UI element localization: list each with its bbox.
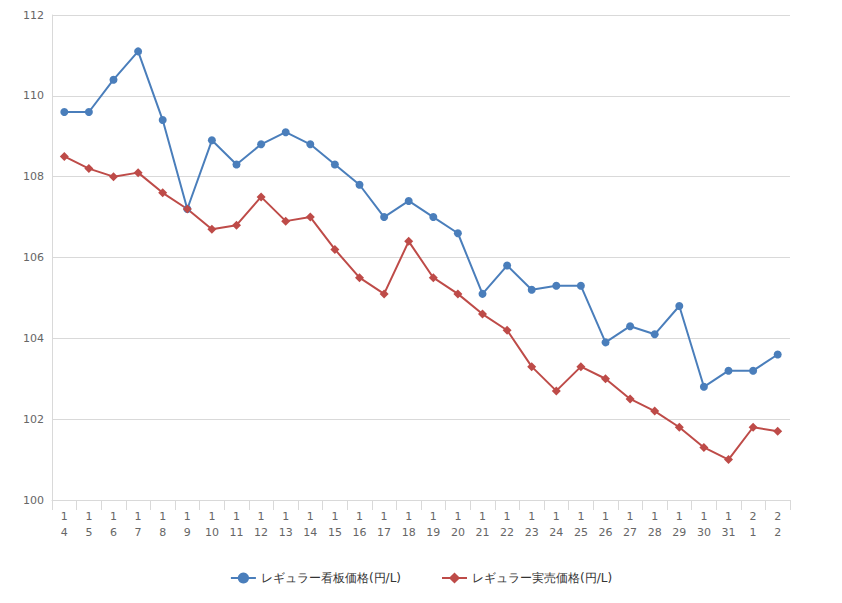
svg-text:27: 27 bbox=[623, 526, 637, 539]
svg-text:2: 2 bbox=[774, 510, 781, 523]
svg-text:19: 19 bbox=[426, 526, 440, 539]
svg-text:26: 26 bbox=[599, 526, 613, 539]
svg-text:1: 1 bbox=[85, 510, 92, 523]
svg-text:1: 1 bbox=[184, 510, 191, 523]
svg-text:13: 13 bbox=[279, 526, 293, 539]
svg-text:1: 1 bbox=[159, 510, 166, 523]
svg-text:104: 104 bbox=[23, 332, 44, 345]
svg-text:29: 29 bbox=[672, 526, 686, 539]
svg-text:100: 100 bbox=[23, 494, 44, 507]
svg-text:1: 1 bbox=[504, 510, 511, 523]
svg-text:レギュラー実売価格(円/L): レギュラー実売価格(円/L) bbox=[472, 571, 612, 585]
svg-text:1: 1 bbox=[135, 510, 142, 523]
svg-text:14: 14 bbox=[303, 526, 317, 539]
svg-text:1: 1 bbox=[208, 510, 215, 523]
svg-text:28: 28 bbox=[648, 526, 662, 539]
svg-text:18: 18 bbox=[402, 526, 416, 539]
svg-text:22: 22 bbox=[500, 526, 514, 539]
svg-text:102: 102 bbox=[23, 413, 44, 426]
svg-text:1: 1 bbox=[258, 510, 265, 523]
svg-text:12: 12 bbox=[254, 526, 268, 539]
svg-text:15: 15 bbox=[328, 526, 342, 539]
svg-text:1: 1 bbox=[430, 510, 437, 523]
svg-text:1: 1 bbox=[61, 510, 68, 523]
svg-text:20: 20 bbox=[451, 526, 465, 539]
svg-text:1: 1 bbox=[381, 510, 388, 523]
svg-text:1: 1 bbox=[454, 510, 461, 523]
svg-text:1: 1 bbox=[725, 510, 732, 523]
svg-text:1: 1 bbox=[528, 510, 535, 523]
svg-text:1: 1 bbox=[110, 510, 117, 523]
svg-text:9: 9 bbox=[184, 526, 191, 539]
svg-text:1: 1 bbox=[405, 510, 412, 523]
svg-text:7: 7 bbox=[135, 526, 142, 539]
svg-text:1: 1 bbox=[627, 510, 634, 523]
svg-text:10: 10 bbox=[205, 526, 219, 539]
svg-text:30: 30 bbox=[697, 526, 711, 539]
svg-text:8: 8 bbox=[159, 526, 166, 539]
svg-text:108: 108 bbox=[23, 170, 44, 183]
svg-text:1: 1 bbox=[577, 510, 584, 523]
svg-text:25: 25 bbox=[574, 526, 588, 539]
svg-text:レギュラー看板価格(円/L): レギュラー看板価格(円/L) bbox=[261, 571, 401, 585]
svg-text:6: 6 bbox=[110, 526, 117, 539]
svg-text:1: 1 bbox=[307, 510, 314, 523]
svg-text:16: 16 bbox=[353, 526, 367, 539]
svg-text:1: 1 bbox=[553, 510, 560, 523]
svg-text:21: 21 bbox=[476, 526, 490, 539]
svg-text:24: 24 bbox=[549, 526, 563, 539]
svg-text:1: 1 bbox=[676, 510, 683, 523]
svg-text:11: 11 bbox=[230, 526, 244, 539]
svg-text:17: 17 bbox=[377, 526, 391, 539]
svg-text:23: 23 bbox=[525, 526, 539, 539]
svg-text:1: 1 bbox=[356, 510, 363, 523]
svg-text:2: 2 bbox=[750, 510, 757, 523]
svg-text:1: 1 bbox=[700, 510, 707, 523]
svg-text:110: 110 bbox=[23, 89, 44, 102]
svg-text:106: 106 bbox=[23, 251, 44, 264]
svg-text:1: 1 bbox=[602, 510, 609, 523]
svg-text:1: 1 bbox=[282, 510, 289, 523]
svg-text:4: 4 bbox=[61, 526, 68, 539]
svg-text:1: 1 bbox=[331, 510, 338, 523]
svg-text:1: 1 bbox=[750, 526, 757, 539]
svg-text:112: 112 bbox=[23, 9, 44, 22]
svg-text:31: 31 bbox=[722, 526, 736, 539]
svg-text:2: 2 bbox=[774, 526, 781, 539]
svg-text:1: 1 bbox=[233, 510, 240, 523]
svg-text:1: 1 bbox=[651, 510, 658, 523]
svg-text:5: 5 bbox=[85, 526, 92, 539]
svg-text:1: 1 bbox=[479, 510, 486, 523]
